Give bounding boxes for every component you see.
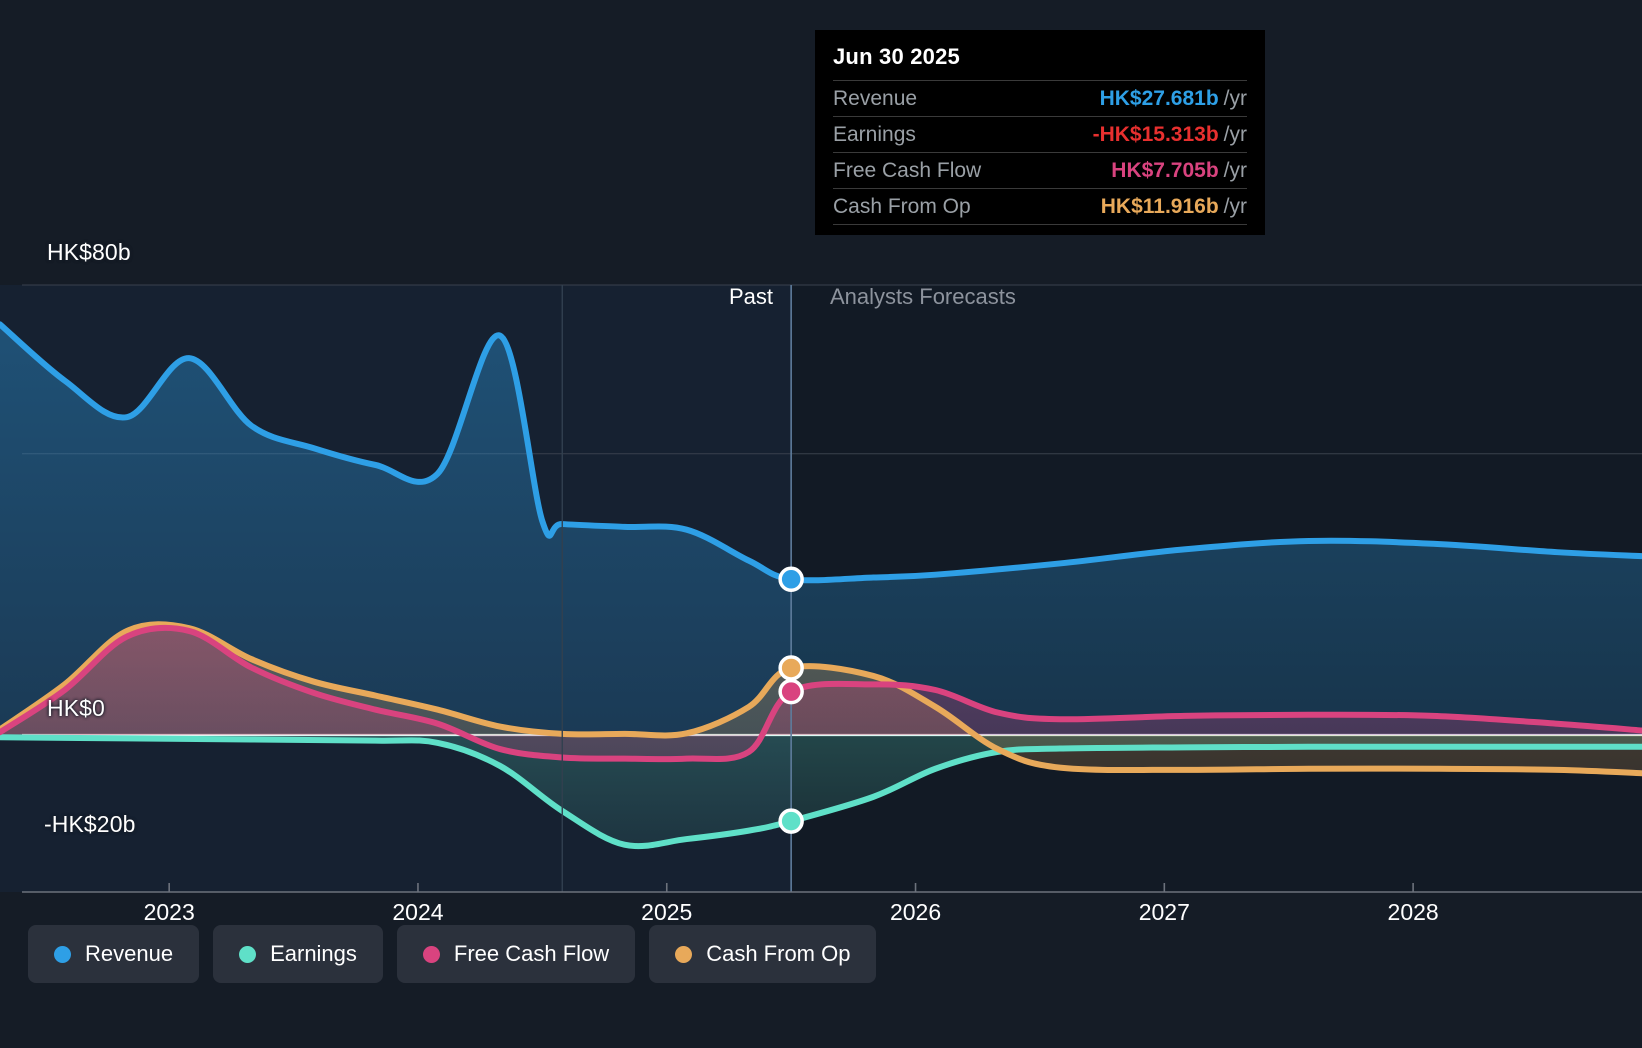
data-marker-cash-from-op[interactable]	[778, 655, 804, 681]
x-axis-tick-2026: 2026	[889, 899, 942, 925]
tooltip-metric-value: HK$27.681b	[1099, 87, 1219, 110]
tooltip-row-cash-from-op: Cash From Op HK$11.916b/yr	[833, 188, 1247, 225]
forecast-region-label: Analysts Forecasts	[830, 284, 1016, 309]
tooltip-metric-unit: /yr	[1223, 123, 1247, 146]
tooltip-metric-value: HK$11.916b	[1100, 195, 1219, 218]
data-point-tooltip: Jun 30 2025 Revenue HK$27.681b/yr Earnings…	[815, 30, 1265, 235]
y-axis-label-top: HK$80b	[47, 239, 131, 265]
tooltip-metric-value-wrap: HK$7.705b/yr	[1111, 159, 1247, 183]
legend-color-dot-icon	[422, 945, 440, 963]
chart-svg	[0, 284, 1642, 893]
chart-legend: Revenue Earnings Free Cash Flow Cash From O…	[28, 925, 877, 983]
y-axis-label-bottom: -HK$20b	[44, 811, 136, 837]
legend-item-free-cash-flow[interactable]: Free Cash Flow	[396, 925, 636, 983]
tooltip-rows: Revenue HK$27.681b/yr Earnings -HK$15.313b /…	[833, 80, 1247, 225]
y-axis-label-zero: HK$0	[47, 695, 105, 721]
legend-color-dot-icon	[675, 945, 693, 963]
tooltip-metric-unit: /yr	[1223, 87, 1247, 110]
legend-item-label: Cash From Op	[706, 941, 851, 966]
area-earnings	[0, 735, 1642, 847]
x-axis-tick-2027: 2027	[1138, 899, 1190, 925]
legend-item-cash-from-op[interactable]: Cash From Op	[649, 925, 877, 983]
line-cash-from-op	[0, 621, 1642, 777]
tooltip-metric-label: Earnings	[833, 123, 916, 146]
data-marker-revenue[interactable]	[778, 566, 804, 593]
area-revenue	[0, 324, 1642, 735]
past-region-label: Past	[728, 284, 773, 309]
x-axis-tick-2025: 2025	[641, 899, 693, 925]
chart-plot-area[interactable]: HK$80b HK$0 -HK$20b Past Analysts Foreca…	[0, 0, 1642, 925]
tooltip-metric-value-wrap: HK$27.681b/yr	[1100, 87, 1247, 111]
tooltip-row-revenue: Revenue HK$27.681b/yr	[833, 80, 1247, 116]
tooltip-date: Jun 30 2025	[833, 44, 960, 69]
legend-item-earnings[interactable]: Earnings	[213, 925, 383, 983]
tooltip-metric-value: -HK$15.313b	[1092, 123, 1219, 146]
tooltip-metric-value-wrap: HK$11.916b/yr	[1101, 195, 1247, 219]
line-free-cash-flow	[0, 624, 1642, 763]
legend-item-label: Free Cash Flow	[453, 941, 610, 966]
tooltip-metric-label: Cash From Op	[833, 195, 971, 218]
tooltip-metric-label: Revenue	[833, 87, 918, 110]
legend-item-label: Revenue	[85, 941, 174, 966]
legend-color-dot-icon	[239, 945, 257, 963]
tooltip-metric-unit: /yr	[1223, 159, 1247, 182]
tooltip-metric-value: HK$7.705b	[1111, 159, 1219, 182]
tooltip-metric-value-wrap: -HK$15.313b/yr	[1093, 123, 1247, 147]
legend-color-dot-icon	[54, 945, 71, 963]
legend-item-label: Earnings	[270, 941, 357, 966]
x-axis-tick-2024: 2024	[392, 899, 444, 925]
legend-item-revenue[interactable]: Revenue	[28, 925, 200, 983]
x-axis-tick-2028: 2028	[1387, 899, 1439, 925]
x-axis-tick-2023: 2023	[143, 899, 195, 925]
tooltip-metric-label: Free Cash Flow	[833, 159, 982, 182]
data-marker-free-cash-flow[interactable]	[778, 678, 804, 705]
tooltip-row-earnings: Earnings -HK$15.313b/yr	[833, 116, 1247, 152]
data-marker-earnings[interactable]	[778, 808, 804, 834]
tooltip-row-free-cash-flow: Free Cash Flow HK$7.705b/yr	[833, 152, 1247, 188]
tooltip-metric-unit: /yr	[1223, 195, 1247, 218]
line-revenue	[0, 321, 1642, 584]
area-free-cash-flow	[0, 627, 1642, 760]
